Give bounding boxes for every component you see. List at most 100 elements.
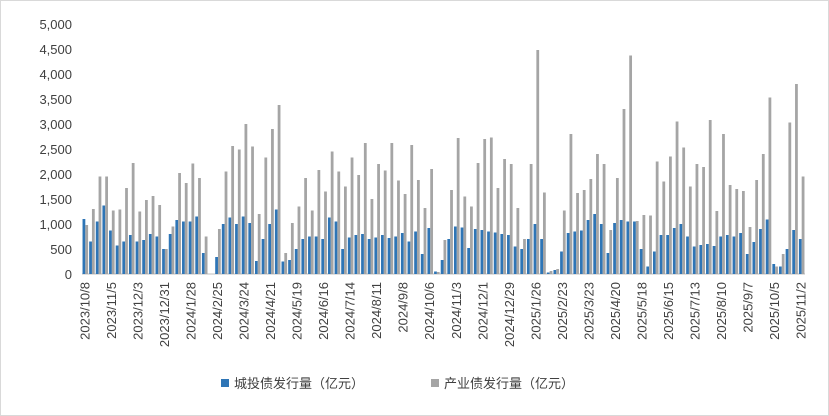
bar: [416, 180, 420, 274]
legend-swatch: [431, 379, 439, 387]
bar: [732, 236, 736, 274]
bar: [237, 149, 241, 274]
bar: [241, 216, 245, 274]
bar: [118, 209, 122, 274]
x-tick-label: 2024/4/21: [263, 282, 278, 340]
bar: [370, 199, 374, 274]
bar: [706, 244, 709, 274]
bar: [536, 50, 540, 274]
bar: [105, 176, 109, 274]
bar: [294, 249, 298, 274]
bar: [798, 239, 802, 274]
bar: [599, 224, 603, 274]
bar: [271, 129, 274, 274]
bar: [692, 246, 696, 274]
bar: [533, 224, 537, 274]
x-tick-label: 2025/6/15: [661, 282, 676, 340]
x-tick-label: 2023/12/31: [157, 282, 172, 347]
bar: [626, 221, 630, 274]
bar: [168, 234, 172, 274]
bar: [184, 183, 188, 274]
bar: [722, 134, 725, 274]
bar: [761, 154, 765, 274]
bar: [111, 210, 115, 274]
x-tick-label: 2024/11/3: [449, 282, 464, 339]
bar: [314, 236, 318, 274]
bar: [450, 190, 453, 274]
bar: [387, 238, 391, 274]
bar: [695, 164, 699, 274]
bar: [434, 271, 437, 274]
bar: [639, 249, 643, 274]
bar: [288, 260, 291, 274]
bar: [556, 269, 560, 274]
bar: [675, 121, 679, 274]
bar: [739, 233, 742, 274]
bar: [467, 248, 471, 274]
bar: [188, 221, 192, 274]
bar: [460, 227, 464, 274]
bar: [195, 216, 199, 274]
bar: [655, 161, 659, 274]
bar: [264, 157, 268, 274]
bar: [569, 134, 573, 274]
bar: [560, 251, 563, 274]
bar: [138, 211, 142, 274]
bar: [201, 253, 205, 274]
bar: [529, 164, 533, 274]
x-tick-label: 2025/1/26: [528, 282, 543, 340]
bar: [788, 122, 792, 274]
bar: [546, 272, 550, 274]
bar: [321, 239, 325, 274]
bar: [397, 180, 400, 274]
bar: [781, 254, 785, 274]
y-tick-label: 1,000: [39, 217, 72, 232]
bar: [635, 221, 639, 274]
bar: [662, 181, 666, 274]
bar: [470, 206, 473, 274]
bar: [476, 163, 480, 274]
bar: [235, 224, 238, 274]
bar: [261, 239, 265, 274]
bar: [410, 145, 414, 274]
bar: [609, 230, 613, 274]
bar: [447, 239, 451, 274]
x-tick-label: 2024/12/29: [502, 282, 517, 347]
x-tick-label: 2024/12/1: [475, 282, 490, 340]
x-tick-label: 2024/3/24: [237, 282, 252, 340]
bar: [89, 241, 92, 274]
bar: [178, 173, 181, 274]
bar: [341, 249, 345, 274]
legend-label: 产业债发行量（亿元）: [444, 376, 574, 391]
bar: [719, 236, 723, 274]
bar: [394, 236, 398, 274]
bar: [221, 224, 225, 274]
bar: [759, 229, 762, 274]
bar: [367, 239, 371, 274]
x-tick-label: 2024/9/8: [396, 282, 411, 333]
bar: [659, 235, 663, 274]
bar: [281, 261, 285, 274]
bar: [403, 194, 407, 274]
bar: [615, 178, 619, 274]
bar: [400, 233, 404, 274]
bar: [652, 251, 656, 274]
bar: [596, 154, 599, 274]
bar: [128, 235, 132, 274]
bar: [619, 220, 623, 274]
bar: [712, 246, 716, 274]
bar: [381, 235, 384, 274]
bar: [122, 241, 126, 274]
x-tick-label: 2025/8/10: [714, 282, 729, 340]
x-tick-label: 2025/10/5: [767, 282, 782, 340]
bar: [741, 191, 745, 274]
bar: [231, 146, 235, 274]
bar: [586, 220, 590, 274]
x-tick-label: 2024/8/11: [369, 282, 384, 339]
bar: [593, 214, 597, 274]
x-tick-label: 2024/7/14: [343, 282, 358, 340]
bar: [390, 143, 394, 274]
bar: [542, 192, 546, 274]
bar: [436, 272, 440, 274]
bar: [496, 188, 500, 274]
